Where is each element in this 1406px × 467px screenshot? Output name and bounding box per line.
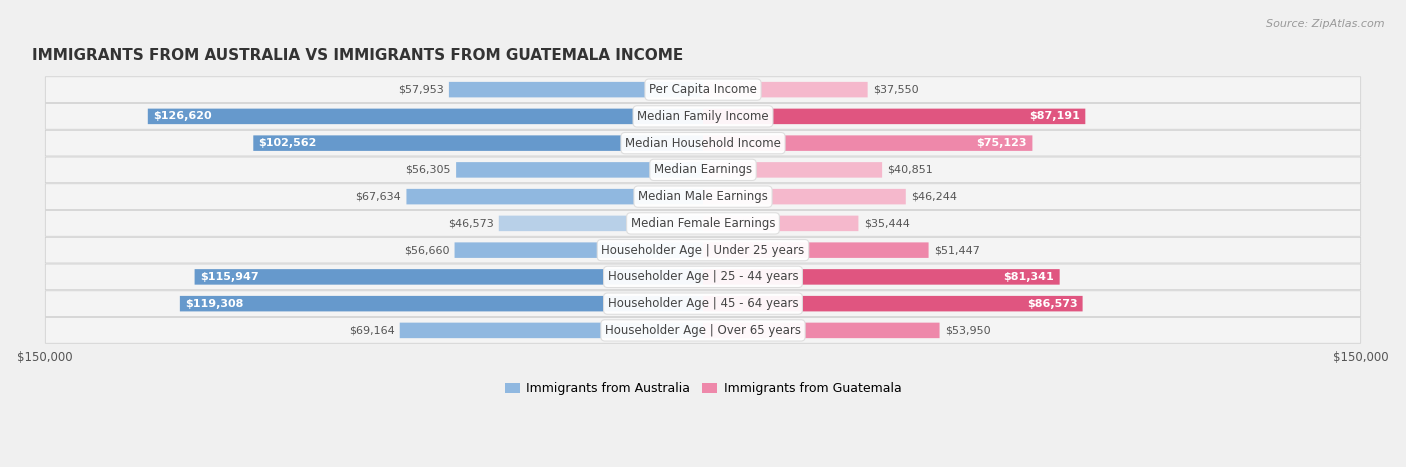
FancyBboxPatch shape <box>454 242 703 258</box>
FancyBboxPatch shape <box>45 77 1361 102</box>
Text: Source: ZipAtlas.com: Source: ZipAtlas.com <box>1267 19 1385 28</box>
FancyBboxPatch shape <box>45 104 1361 129</box>
Text: Householder Age | Under 25 years: Householder Age | Under 25 years <box>602 244 804 257</box>
Text: Householder Age | 45 - 64 years: Householder Age | 45 - 64 years <box>607 297 799 310</box>
Text: $37,550: $37,550 <box>873 85 918 95</box>
FancyBboxPatch shape <box>499 216 703 231</box>
Text: $51,447: $51,447 <box>934 245 980 255</box>
FancyBboxPatch shape <box>703 109 1085 124</box>
Text: $75,123: $75,123 <box>977 138 1028 148</box>
FancyBboxPatch shape <box>148 109 703 124</box>
FancyBboxPatch shape <box>45 291 1361 317</box>
FancyBboxPatch shape <box>180 296 703 311</box>
FancyBboxPatch shape <box>703 189 905 205</box>
FancyBboxPatch shape <box>45 318 1361 343</box>
FancyBboxPatch shape <box>253 135 703 151</box>
FancyBboxPatch shape <box>45 184 1361 210</box>
FancyBboxPatch shape <box>406 189 703 205</box>
Text: $57,953: $57,953 <box>398 85 444 95</box>
Text: Median Earnings: Median Earnings <box>654 163 752 177</box>
Text: $69,164: $69,164 <box>349 325 395 335</box>
Text: $115,947: $115,947 <box>200 272 259 282</box>
FancyBboxPatch shape <box>703 162 882 177</box>
FancyBboxPatch shape <box>45 264 1361 290</box>
Text: $87,191: $87,191 <box>1029 112 1080 121</box>
Text: Median Family Income: Median Family Income <box>637 110 769 123</box>
FancyBboxPatch shape <box>703 323 939 338</box>
Text: Median Male Earnings: Median Male Earnings <box>638 190 768 203</box>
Text: $102,562: $102,562 <box>259 138 316 148</box>
Text: $67,634: $67,634 <box>356 191 401 202</box>
Text: $40,851: $40,851 <box>887 165 934 175</box>
Text: $56,305: $56,305 <box>405 165 451 175</box>
Text: Householder Age | 25 - 44 years: Householder Age | 25 - 44 years <box>607 270 799 283</box>
Text: $35,444: $35,444 <box>863 219 910 228</box>
FancyBboxPatch shape <box>449 82 703 98</box>
FancyBboxPatch shape <box>45 237 1361 263</box>
Text: Median Household Income: Median Household Income <box>626 137 780 149</box>
Text: Per Capita Income: Per Capita Income <box>650 83 756 96</box>
FancyBboxPatch shape <box>45 130 1361 156</box>
FancyBboxPatch shape <box>399 323 703 338</box>
Legend: Immigrants from Australia, Immigrants from Guatemala: Immigrants from Australia, Immigrants fr… <box>499 377 907 400</box>
Text: IMMIGRANTS FROM AUSTRALIA VS IMMIGRANTS FROM GUATEMALA INCOME: IMMIGRANTS FROM AUSTRALIA VS IMMIGRANTS … <box>32 48 683 63</box>
FancyBboxPatch shape <box>703 82 868 98</box>
Text: Median Female Earnings: Median Female Earnings <box>631 217 775 230</box>
Text: $46,244: $46,244 <box>911 191 957 202</box>
Text: $53,950: $53,950 <box>945 325 990 335</box>
FancyBboxPatch shape <box>703 269 1060 285</box>
Text: $86,573: $86,573 <box>1026 299 1077 309</box>
Text: Householder Age | Over 65 years: Householder Age | Over 65 years <box>605 324 801 337</box>
FancyBboxPatch shape <box>703 135 1032 151</box>
FancyBboxPatch shape <box>45 157 1361 183</box>
Text: $126,620: $126,620 <box>153 112 212 121</box>
FancyBboxPatch shape <box>703 242 928 258</box>
FancyBboxPatch shape <box>703 216 859 231</box>
Text: $46,573: $46,573 <box>447 219 494 228</box>
FancyBboxPatch shape <box>703 296 1083 311</box>
FancyBboxPatch shape <box>194 269 703 285</box>
Text: $56,660: $56,660 <box>404 245 450 255</box>
Text: $81,341: $81,341 <box>1004 272 1054 282</box>
Text: $119,308: $119,308 <box>186 299 243 309</box>
FancyBboxPatch shape <box>456 162 703 177</box>
FancyBboxPatch shape <box>45 211 1361 236</box>
